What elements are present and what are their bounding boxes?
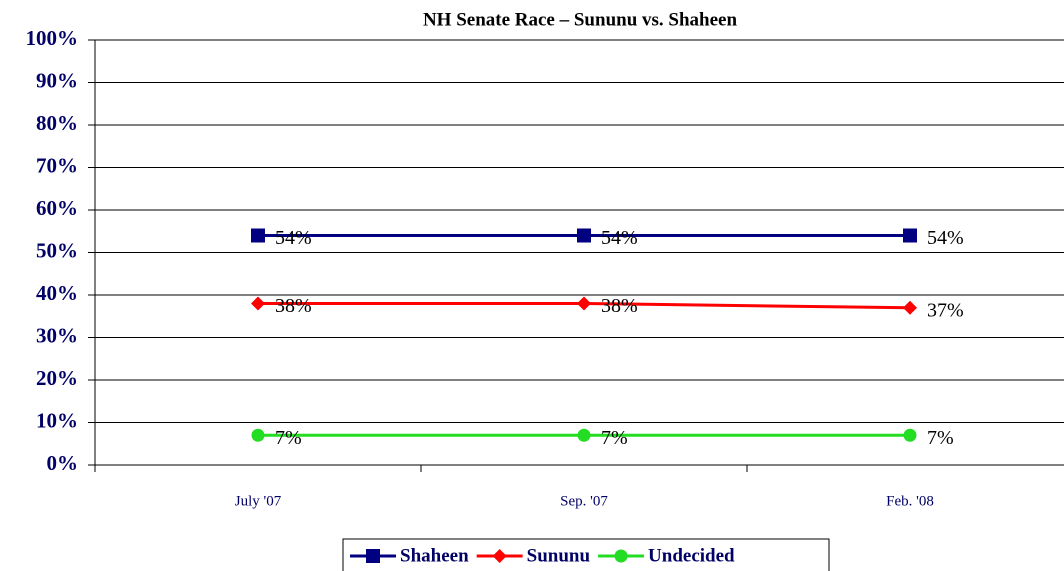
- legend-label: Shaheen: [400, 545, 469, 566]
- legend-label: Undecided: [648, 545, 735, 566]
- marker: [251, 296, 265, 311]
- y-tick-label: 90%: [36, 68, 78, 92]
- data-label: 37%: [927, 299, 964, 321]
- x-tick-label: Feb. '08: [886, 493, 934, 509]
- y-tick-label: 100%: [26, 26, 79, 50]
- marker: [251, 428, 265, 442]
- marker: [577, 228, 591, 243]
- marker: [577, 428, 591, 442]
- data-label: 7%: [275, 427, 302, 449]
- data-label: 38%: [601, 295, 638, 317]
- data-label: 38%: [275, 295, 312, 317]
- x-tick-label: July '07: [235, 493, 282, 509]
- y-tick-label: 10%: [36, 408, 78, 432]
- y-tick-label: 0%: [47, 451, 79, 475]
- x-tick-label: Sep. '07: [560, 493, 608, 509]
- data-label: 54%: [601, 227, 638, 249]
- y-tick-label: 20%: [36, 366, 78, 390]
- marker: [903, 428, 917, 442]
- marker: [614, 549, 628, 563]
- data-label: 54%: [275, 227, 312, 249]
- y-tick-label: 50%: [36, 238, 78, 262]
- data-label: 54%: [927, 227, 964, 249]
- marker: [577, 296, 591, 311]
- y-tick-label: 60%: [36, 196, 78, 220]
- y-tick-label: 40%: [36, 281, 78, 305]
- marker: [251, 228, 265, 243]
- marker: [903, 228, 917, 243]
- data-label: 7%: [601, 427, 628, 449]
- data-label: 7%: [927, 427, 954, 449]
- marker: [366, 549, 380, 563]
- marker: [492, 549, 507, 563]
- y-tick-label: 70%: [36, 153, 78, 177]
- legend-box: [342, 538, 830, 571]
- y-tick-label: 30%: [36, 323, 78, 347]
- y-tick-label: 80%: [36, 111, 78, 135]
- legend-label: Sununu: [527, 545, 591, 566]
- legend: Shaheen Sununu Undecided: [342, 538, 830, 571]
- marker: [903, 300, 917, 315]
- chart-title: NH Senate Race – Sununu vs. Shaheen: [423, 9, 738, 30]
